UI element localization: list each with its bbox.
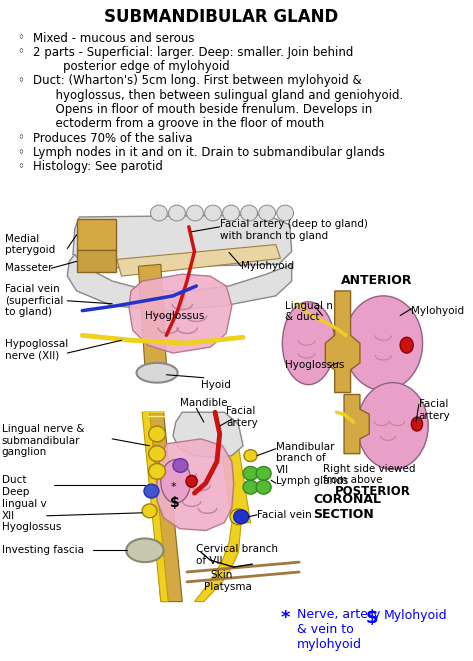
Polygon shape bbox=[194, 446, 251, 602]
Ellipse shape bbox=[126, 539, 164, 562]
Ellipse shape bbox=[161, 459, 191, 503]
Text: Platysma: Platysma bbox=[204, 582, 252, 592]
Polygon shape bbox=[129, 274, 232, 353]
Ellipse shape bbox=[256, 481, 271, 494]
Text: Opens in floor of mouth beside frenulum. Develops in: Opens in floor of mouth beside frenulum.… bbox=[33, 103, 372, 116]
Text: Hyoglossus: Hyoglossus bbox=[145, 311, 204, 321]
Ellipse shape bbox=[243, 481, 258, 494]
Ellipse shape bbox=[282, 302, 335, 385]
Ellipse shape bbox=[168, 205, 185, 221]
Text: Facial vein: Facial vein bbox=[257, 510, 312, 520]
Ellipse shape bbox=[241, 205, 257, 221]
Text: Hyoglossus: Hyoglossus bbox=[285, 360, 344, 370]
Ellipse shape bbox=[142, 504, 157, 518]
Polygon shape bbox=[344, 395, 369, 453]
Ellipse shape bbox=[149, 463, 166, 479]
Text: Mandible: Mandible bbox=[180, 399, 228, 408]
Text: Facial
artery: Facial artery bbox=[226, 407, 258, 428]
Text: Lymph nodes in it and on it. Drain to submandibular glands: Lymph nodes in it and on it. Drain to su… bbox=[33, 146, 385, 159]
Polygon shape bbox=[173, 412, 243, 457]
Ellipse shape bbox=[149, 446, 166, 461]
Ellipse shape bbox=[344, 296, 422, 391]
Text: Hypoglossal
nerve (XII): Hypoglossal nerve (XII) bbox=[5, 339, 68, 361]
Ellipse shape bbox=[244, 449, 257, 461]
Ellipse shape bbox=[144, 485, 159, 498]
Text: ◦: ◦ bbox=[17, 32, 24, 44]
Text: Mylohyoid: Mylohyoid bbox=[241, 261, 294, 271]
Text: Mylohyoid: Mylohyoid bbox=[412, 306, 464, 316]
Text: ◦: ◦ bbox=[17, 160, 24, 173]
Text: Mixed - mucous and serous: Mixed - mucous and serous bbox=[33, 32, 194, 44]
Ellipse shape bbox=[150, 205, 167, 221]
Ellipse shape bbox=[277, 205, 294, 221]
Text: Cervical branch
of VII: Cervical branch of VII bbox=[196, 545, 278, 566]
Text: SUBMANDIBULAR GLAND: SUBMANDIBULAR GLAND bbox=[104, 8, 338, 26]
Text: XII
Hyoglossus: XII Hyoglossus bbox=[2, 511, 61, 533]
Text: ◦: ◦ bbox=[17, 46, 24, 59]
Text: ectoderm from a groove in the floor of mouth: ectoderm from a groove in the floor of m… bbox=[33, 118, 324, 130]
Text: Produces 70% of the saliva: Produces 70% of the saliva bbox=[33, 132, 192, 145]
Polygon shape bbox=[325, 291, 360, 393]
Text: Hyoid: Hyoid bbox=[201, 379, 231, 390]
Text: *: * bbox=[171, 482, 177, 492]
Text: Lymph glands: Lymph glands bbox=[276, 477, 348, 486]
Text: ◦: ◦ bbox=[17, 132, 24, 145]
Text: Right side viewed
from above: Right side viewed from above bbox=[323, 463, 415, 485]
Text: Lingual n
& duct: Lingual n & duct bbox=[285, 301, 333, 323]
Text: $: $ bbox=[366, 609, 378, 627]
Text: Facial
artery: Facial artery bbox=[419, 399, 451, 421]
Text: Lingual nerve &
submandibular
ganglion: Lingual nerve & submandibular ganglion bbox=[2, 424, 84, 457]
Ellipse shape bbox=[223, 205, 239, 221]
Text: 2 parts - Superficial: larger. Deep: smaller. Join behind: 2 parts - Superficial: larger. Deep: sma… bbox=[33, 46, 353, 59]
Text: POSTERIOR: POSTERIOR bbox=[335, 485, 411, 498]
Text: posterior edge of mylohyoid: posterior edge of mylohyoid bbox=[33, 60, 229, 73]
Polygon shape bbox=[117, 245, 280, 276]
Text: Masseter: Masseter bbox=[5, 263, 52, 273]
Text: ANTERIOR: ANTERIOR bbox=[341, 274, 413, 287]
Ellipse shape bbox=[234, 510, 249, 524]
Ellipse shape bbox=[186, 205, 203, 221]
Text: Histology: See parotid: Histology: See parotid bbox=[33, 160, 163, 173]
Text: Mylohyoid: Mylohyoid bbox=[383, 609, 447, 623]
Ellipse shape bbox=[230, 509, 247, 525]
Ellipse shape bbox=[412, 417, 422, 431]
Polygon shape bbox=[67, 254, 292, 311]
Ellipse shape bbox=[149, 426, 166, 442]
Text: Skin: Skin bbox=[210, 570, 233, 580]
Text: *: * bbox=[280, 609, 290, 627]
Text: Medial
pterygoid: Medial pterygoid bbox=[5, 234, 55, 255]
Polygon shape bbox=[142, 412, 168, 602]
Text: ◦: ◦ bbox=[17, 146, 24, 159]
Text: Facial artery (deep to gland)
with branch to gland: Facial artery (deep to gland) with branc… bbox=[219, 219, 368, 241]
Polygon shape bbox=[145, 412, 182, 602]
Text: Facial vein
(superficial
to gland): Facial vein (superficial to gland) bbox=[5, 284, 63, 317]
Text: ◦: ◦ bbox=[17, 75, 24, 87]
Ellipse shape bbox=[186, 475, 197, 487]
Text: $: $ bbox=[170, 496, 180, 510]
Ellipse shape bbox=[256, 467, 271, 481]
Polygon shape bbox=[73, 215, 292, 268]
Ellipse shape bbox=[205, 205, 221, 221]
Ellipse shape bbox=[357, 383, 428, 469]
Ellipse shape bbox=[173, 459, 188, 473]
Polygon shape bbox=[157, 439, 234, 531]
Bar bbox=[77, 219, 116, 251]
Text: hyoglossus, then between sulingual gland and geniohyoid.: hyoglossus, then between sulingual gland… bbox=[33, 89, 403, 102]
Text: Nerve, artery
& vein to
mylohyoid: Nerve, artery & vein to mylohyoid bbox=[298, 609, 381, 652]
Text: Investing fascia: Investing fascia bbox=[2, 545, 84, 555]
Bar bbox=[77, 251, 116, 272]
Text: Duct
Deep
lingual v: Duct Deep lingual v bbox=[2, 475, 46, 508]
Text: CORONAL
SECTION: CORONAL SECTION bbox=[313, 493, 381, 521]
Ellipse shape bbox=[243, 467, 258, 481]
Ellipse shape bbox=[137, 363, 178, 383]
Text: Duct: (Wharton's) 5cm long. First between mylohyoid &: Duct: (Wharton's) 5cm long. First betwee… bbox=[33, 75, 361, 87]
Polygon shape bbox=[139, 264, 166, 367]
Text: Mandibular
branch of
VII: Mandibular branch of VII bbox=[276, 442, 334, 475]
Ellipse shape bbox=[400, 337, 413, 353]
Ellipse shape bbox=[259, 205, 276, 221]
